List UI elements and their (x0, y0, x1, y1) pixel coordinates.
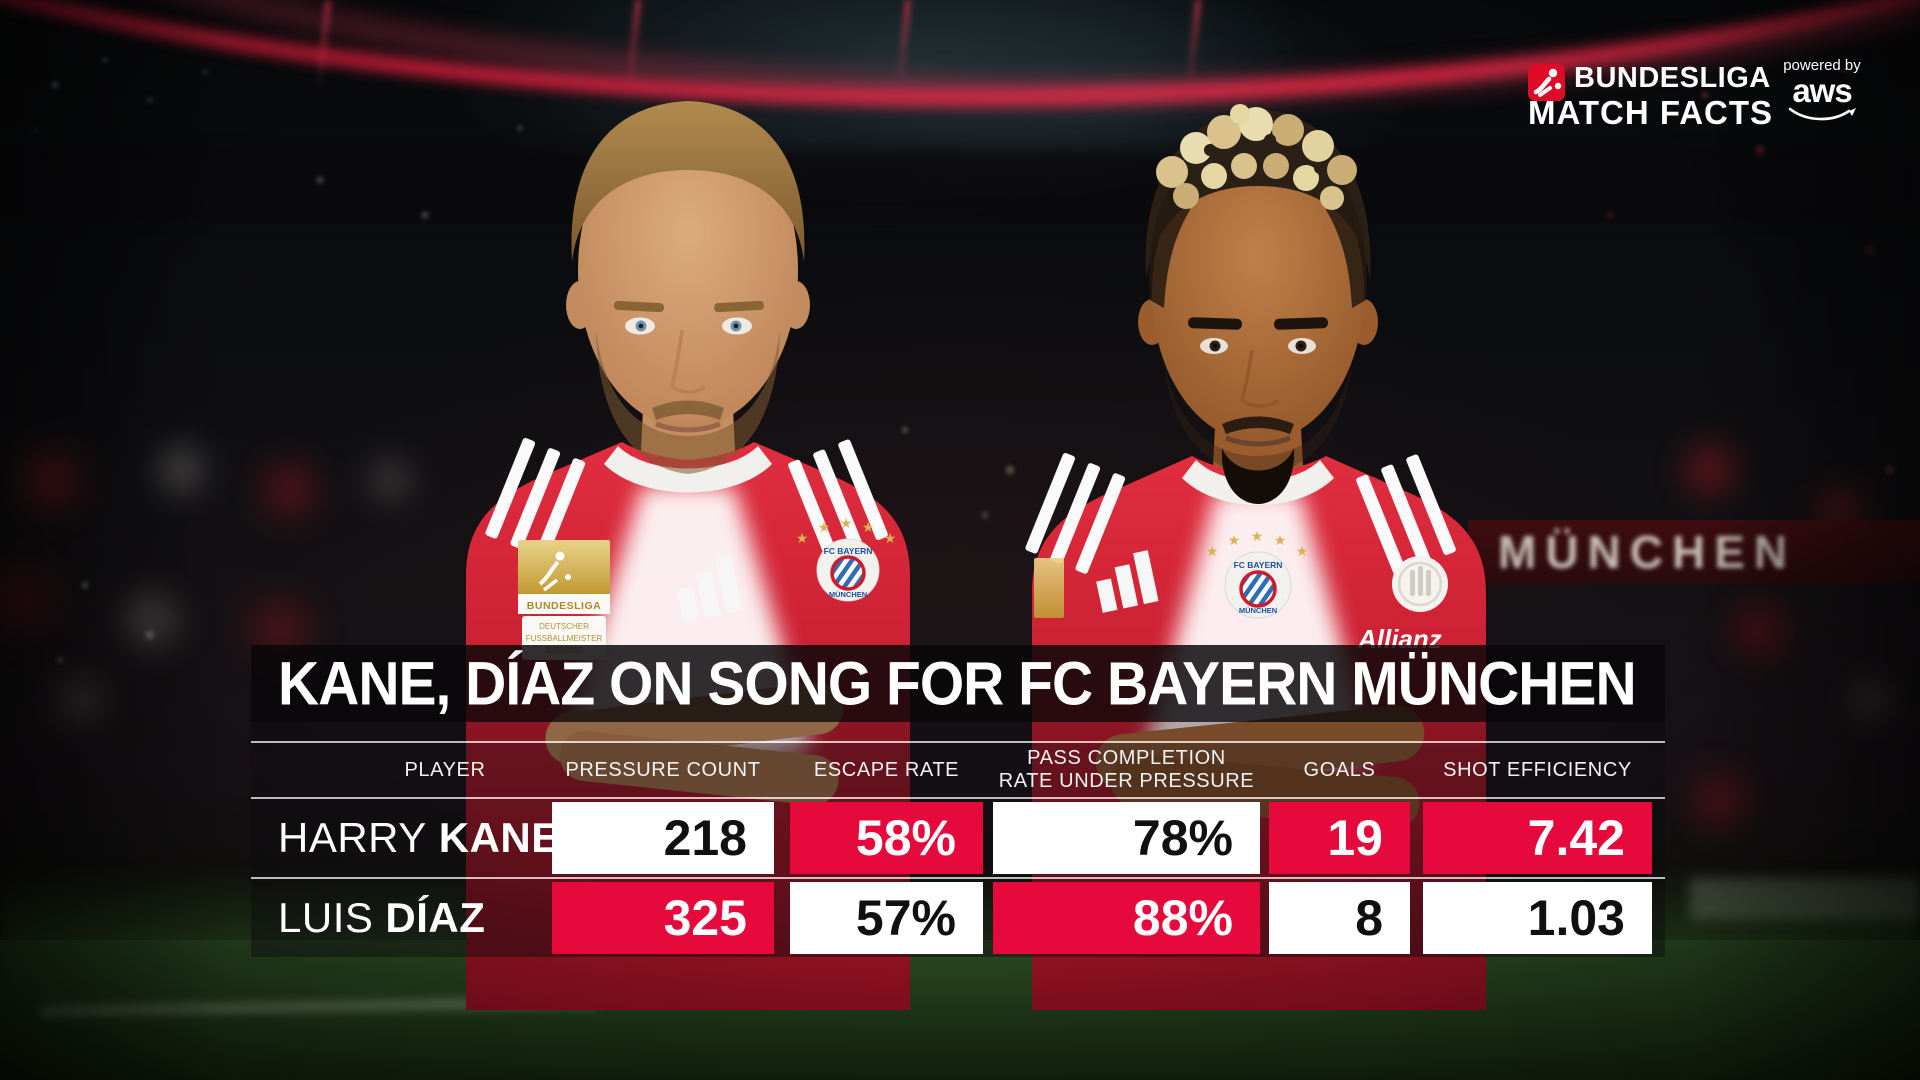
powered-by-label: powered by (1783, 57, 1861, 74)
stat-cell-shot-efficiency: 1.03 (1423, 882, 1652, 954)
header-cell-shot-efficiency: SHOT EFFICIENCY (1443, 758, 1632, 781)
bundesliga-logo-badge (1528, 64, 1565, 101)
aws-smile-icon (1788, 107, 1856, 121)
stat-cell-goals: 19 (1269, 802, 1410, 874)
aws-wordmark: aws (1792, 71, 1852, 109)
stat-cell-pass-completion: 78% (993, 802, 1260, 874)
header-cell-escape-rate: ESCAPE RATE (813, 758, 960, 781)
stat-cell-pressure-count: 218 (552, 802, 774, 874)
header-cell-goals: GOALS (1303, 758, 1376, 781)
table-header: PLAYER PRESSURE COUNT ESCAPE RATE PASS C… (251, 743, 1665, 797)
headline-bar: KANE, DÍAZ ON SONG FOR FC BAYERN MÜNCHEN (251, 645, 1665, 722)
stat-cell-escape-rate: 58% (790, 802, 983, 874)
aws-block: powered by aws (1776, 57, 1868, 129)
headline-underlay (251, 722, 1665, 741)
player-last-name: KANE (438, 814, 560, 861)
header-cell-pressure-count: PRESSURE COUNT (565, 758, 761, 781)
player-first-name: HARRY (278, 814, 427, 861)
separator-line (251, 877, 1665, 879)
stat-cell-escape-rate: 57% (790, 882, 983, 954)
player-name: HARRY KANE (251, 799, 559, 877)
headline: KANE, DÍAZ ON SONG FOR FC BAYERN MÜNCHEN (278, 648, 1637, 719)
stats-panel: KANE, DÍAZ ON SONG FOR FC BAYERN MÜNCHEN… (251, 645, 1665, 957)
player-first-name: LUIS (278, 894, 374, 941)
bundesliga-kicker-icon (1533, 68, 1562, 97)
branding-block: BUNDESLIGA MATCH FACTS powered by aws (1522, 56, 1872, 148)
stat-cell-goals: 8 (1269, 882, 1410, 954)
player-name: LUIS DÍAZ (251, 879, 552, 957)
table-row-kane: HARRY KANE 218 58% 78% 19 7.42 (251, 799, 1665, 877)
stat-cell-shot-efficiency: 7.42 (1423, 802, 1652, 874)
separator-line (251, 797, 1665, 799)
stat-cell-pass-completion: 88% (993, 882, 1260, 954)
player-last-name: DÍAZ (385, 894, 486, 941)
stat-cell-pressure-count: 325 (552, 882, 774, 954)
header-cell-player: PLAYER (404, 758, 486, 781)
matchfacts-wordmark: MATCH FACTS (1528, 94, 1774, 131)
header-cell-pass-completion: PASS COMPLETION RATE UNDER PRESSURE (998, 747, 1255, 792)
bundesliga-wordmark: BUNDESLIGA (1574, 62, 1771, 94)
separator-line (251, 741, 1665, 743)
table-row-diaz: LUIS DÍAZ 325 57% 88% 8 1.03 (251, 879, 1665, 957)
